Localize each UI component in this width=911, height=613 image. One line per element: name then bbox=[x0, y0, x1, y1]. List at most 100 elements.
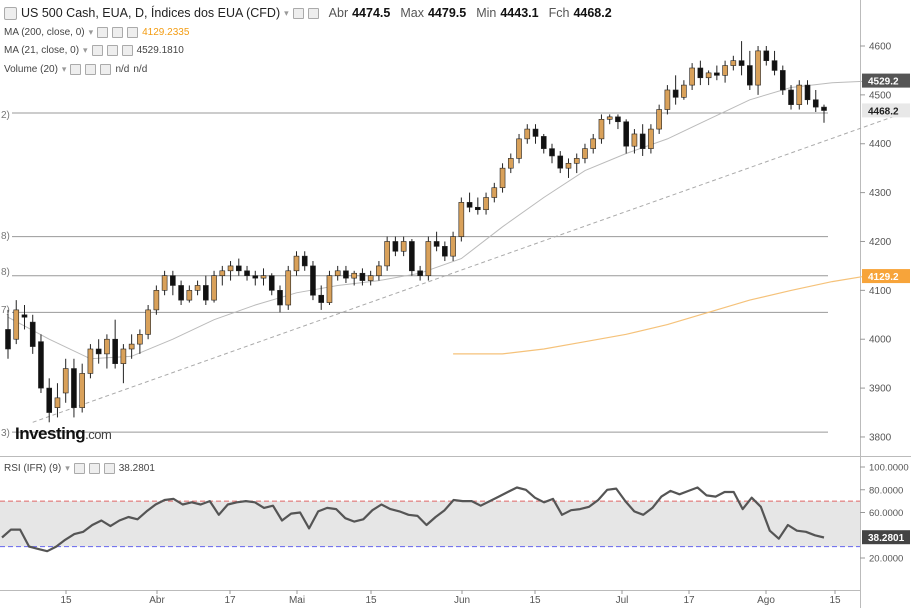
candle-body bbox=[796, 84, 803, 105]
candle-body bbox=[211, 275, 217, 301]
candle bbox=[565, 158, 572, 178]
candle bbox=[203, 275, 209, 306]
candle bbox=[54, 383, 61, 418]
chevron-down-icon[interactable]: ▾ bbox=[83, 45, 88, 55]
price-tick-label: 4200 bbox=[869, 237, 892, 248]
candle bbox=[318, 285, 325, 310]
candle-body bbox=[170, 275, 176, 286]
ma200-line bbox=[453, 275, 866, 355]
volume-value-2: n/d bbox=[133, 64, 148, 75]
candle bbox=[359, 268, 366, 286]
time-tick-label: 15 bbox=[829, 595, 841, 606]
candle-body bbox=[606, 116, 613, 120]
candle bbox=[227, 261, 234, 281]
candle-body bbox=[540, 136, 547, 149]
candle-body bbox=[730, 60, 737, 66]
candle bbox=[79, 363, 85, 413]
chevron-down-icon[interactable]: ▾ bbox=[61, 64, 67, 74]
time-tick-label: 15 bbox=[529, 595, 541, 606]
settings-icon[interactable] bbox=[85, 64, 97, 75]
candle-body bbox=[235, 265, 242, 272]
candle bbox=[788, 85, 794, 110]
open-label: Abr bbox=[328, 6, 349, 20]
open-value: 4474.5 bbox=[352, 6, 391, 20]
candle-body bbox=[788, 89, 794, 105]
settings-icon[interactable] bbox=[112, 27, 124, 38]
candle-body bbox=[697, 67, 704, 79]
candle bbox=[540, 133, 547, 154]
candles[interactable] bbox=[5, 41, 827, 423]
candle bbox=[29, 314, 36, 354]
candle-body bbox=[598, 119, 605, 140]
chevron-down-icon[interactable]: ▾ bbox=[88, 27, 94, 37]
candle-body bbox=[672, 89, 679, 98]
price-tick-label: 4500 bbox=[869, 90, 892, 101]
candle-body bbox=[367, 275, 374, 281]
candle-body bbox=[186, 290, 193, 301]
candle-body bbox=[483, 197, 489, 211]
candle bbox=[738, 41, 745, 76]
candle-body bbox=[21, 314, 28, 318]
candle bbox=[458, 197, 465, 242]
candle-body bbox=[433, 241, 440, 247]
candle bbox=[549, 143, 555, 164]
candle-body bbox=[466, 202, 473, 208]
candle-body bbox=[343, 270, 349, 279]
candle bbox=[285, 265, 292, 310]
candle-body bbox=[244, 270, 250, 276]
candle-body bbox=[516, 138, 522, 159]
visibility-icon[interactable] bbox=[97, 27, 109, 38]
candle-body bbox=[705, 72, 712, 79]
volume-value-1: n/d bbox=[115, 64, 130, 75]
candle bbox=[417, 265, 423, 281]
candle bbox=[145, 305, 151, 340]
close-icon[interactable] bbox=[127, 27, 139, 38]
candle-body bbox=[747, 65, 753, 86]
candle bbox=[112, 319, 118, 369]
candle bbox=[153, 285, 160, 315]
time-tick-label: Mai bbox=[289, 595, 305, 606]
visibility-icon[interactable] bbox=[91, 45, 103, 56]
candle bbox=[277, 285, 283, 313]
collapse-icon[interactable] bbox=[4, 6, 17, 20]
visibility-icon[interactable] bbox=[73, 463, 85, 474]
candle-body bbox=[590, 138, 597, 149]
candle-body bbox=[738, 60, 745, 66]
time-tick-label: 15 bbox=[365, 595, 377, 606]
candle-body bbox=[475, 206, 481, 211]
rsi-pane: 20.0000 60.0000 80.0000 100.0000 bbox=[0, 463, 909, 565]
chevron-down-icon[interactable]: ▾ bbox=[65, 463, 70, 473]
candle bbox=[170, 270, 176, 296]
candle bbox=[779, 65, 786, 95]
candle bbox=[268, 273, 275, 296]
candle bbox=[796, 80, 803, 110]
candle bbox=[656, 104, 662, 134]
candle bbox=[367, 270, 374, 286]
candle-body bbox=[821, 106, 827, 111]
candle-body bbox=[573, 158, 580, 164]
candle bbox=[812, 89, 819, 112]
ma21-line bbox=[7, 80, 866, 360]
candle-body bbox=[450, 236, 456, 257]
candle bbox=[310, 261, 316, 301]
candle bbox=[582, 143, 588, 164]
settings-icon[interactable] bbox=[307, 7, 319, 19]
settings-icon[interactable] bbox=[106, 45, 118, 56]
settings-icon[interactable] bbox=[88, 463, 100, 474]
price-tick-label: 3800 bbox=[869, 432, 892, 443]
visibility-icon[interactable] bbox=[292, 7, 304, 19]
candle-body bbox=[656, 109, 662, 130]
candle-body bbox=[722, 65, 728, 76]
candle-body bbox=[5, 329, 11, 350]
candle bbox=[392, 236, 399, 257]
candle-body bbox=[689, 67, 695, 86]
candle bbox=[194, 280, 201, 296]
close-icon[interactable] bbox=[103, 463, 115, 474]
candle bbox=[442, 241, 448, 262]
close-icon[interactable] bbox=[121, 45, 133, 56]
visibility-icon[interactable] bbox=[70, 64, 82, 75]
candle-body bbox=[631, 133, 638, 147]
chevron-down-icon[interactable]: ▾ bbox=[284, 7, 289, 18]
candle bbox=[763, 46, 770, 66]
close-icon[interactable] bbox=[100, 64, 112, 75]
